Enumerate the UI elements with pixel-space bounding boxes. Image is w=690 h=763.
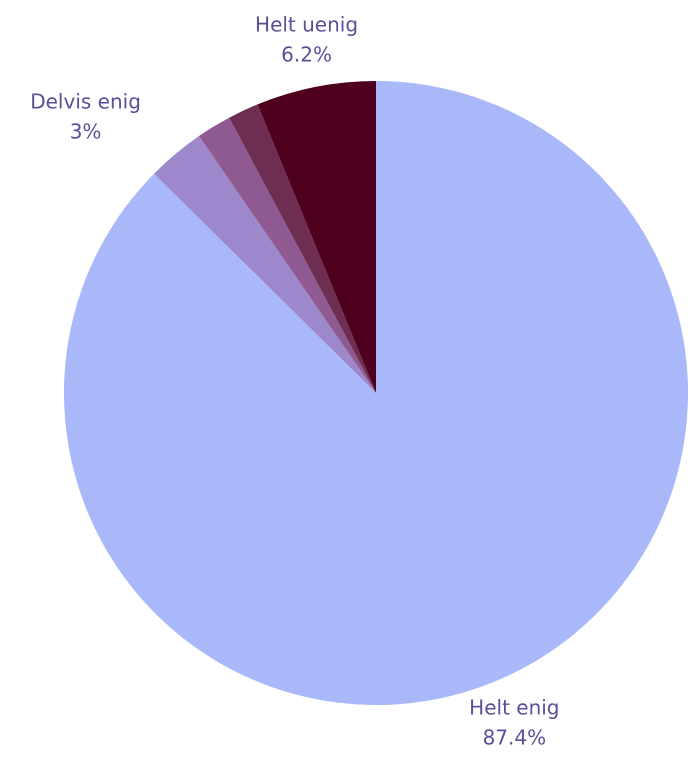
pie-slice <box>257 81 376 393</box>
slice-label: Helt enig <box>469 696 559 720</box>
slice-value: 6.2% <box>281 42 332 66</box>
pie-slice <box>229 104 376 393</box>
pie-slice <box>199 117 376 394</box>
slice-value: 3% <box>70 119 102 143</box>
pie-slice <box>63 81 688 705</box>
slice-label: Delvis enig <box>30 89 141 113</box>
pie-slice <box>154 136 376 393</box>
slice-label: Helt uenig <box>255 12 358 36</box>
slice-value: 87.4% <box>483 726 547 750</box>
